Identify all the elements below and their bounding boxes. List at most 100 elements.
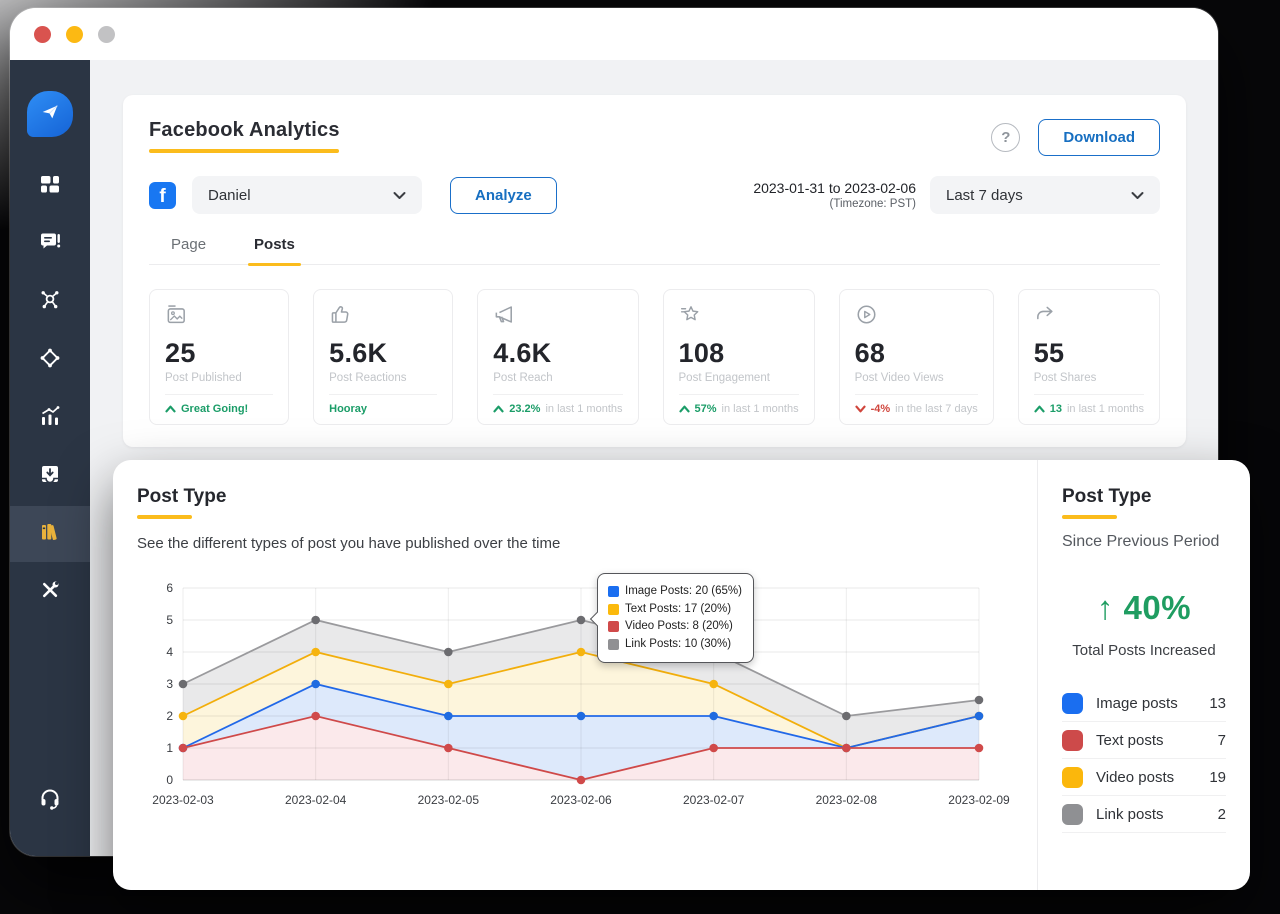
point-Image-posts[interactable] bbox=[975, 712, 984, 721]
inbox-download-icon bbox=[38, 462, 62, 491]
point-Text-posts[interactable] bbox=[577, 776, 586, 785]
stat-label: Post Reach bbox=[493, 372, 622, 384]
timezone-text: (Timezone: PST) bbox=[753, 198, 916, 210]
sidebar-item-analytics-chart[interactable] bbox=[10, 390, 90, 446]
tab-page[interactable]: Page bbox=[171, 236, 206, 264]
point-Video-posts[interactable] bbox=[311, 648, 320, 657]
summary-accent-bar bbox=[1062, 515, 1117, 519]
point-Text-posts[interactable] bbox=[179, 744, 188, 753]
svg-text:6: 6 bbox=[166, 581, 173, 595]
sidebar-item-comments-alert[interactable] bbox=[10, 216, 90, 272]
svg-text:2023-02-07: 2023-02-07 bbox=[683, 793, 745, 807]
stat-value: 55 bbox=[1034, 338, 1144, 369]
download-button[interactable]: Download bbox=[1038, 119, 1160, 156]
legend-row-link-posts: Link posts2 bbox=[1062, 796, 1226, 833]
point-Link-posts[interactable] bbox=[444, 648, 453, 657]
stat-card-post-reactions: 5.6K Post Reactions Hooray bbox=[313, 289, 453, 425]
legend-label: Image posts bbox=[1096, 695, 1209, 712]
chevron-down-icon bbox=[1131, 187, 1144, 204]
megaphone-icon bbox=[493, 313, 516, 330]
series-color-swatch bbox=[608, 586, 619, 597]
stat-value: 5.6K bbox=[329, 338, 437, 369]
tab-posts[interactable]: Posts bbox=[254, 236, 295, 264]
diamond-nodes-icon bbox=[38, 346, 62, 375]
point-Image-posts[interactable] bbox=[444, 712, 453, 721]
svg-text:1: 1 bbox=[166, 741, 173, 755]
svg-text:0: 0 bbox=[166, 773, 173, 787]
minimize-window-button[interactable] bbox=[66, 26, 83, 43]
sidebar-item-library-books[interactable] bbox=[10, 506, 90, 562]
app-logo bbox=[27, 91, 73, 137]
period-select[interactable]: Last 7 days bbox=[930, 176, 1160, 214]
point-Text-posts[interactable] bbox=[709, 744, 718, 753]
point-Image-posts[interactable] bbox=[311, 680, 320, 689]
stat-cards: 25Post PublishedGreat Going! 5.6K Post Rea… bbox=[149, 289, 1160, 425]
sidebar-item-dashboard[interactable] bbox=[10, 158, 90, 214]
sidebar-item-paper-plane-logo[interactable] bbox=[10, 86, 90, 142]
legend-value: 7 bbox=[1218, 732, 1226, 749]
chevron-down-icon bbox=[393, 187, 406, 204]
help-button[interactable]: ? bbox=[991, 123, 1020, 152]
series-color-swatch bbox=[608, 621, 619, 632]
point-Text-posts[interactable] bbox=[311, 712, 320, 721]
post-type-accent-bar bbox=[137, 515, 192, 519]
point-Text-posts[interactable] bbox=[842, 744, 851, 753]
stat-card-post-published: 25Post PublishedGreat Going! bbox=[149, 289, 289, 425]
analytics-chart-icon bbox=[38, 404, 62, 433]
svg-text:2: 2 bbox=[166, 709, 173, 723]
stat-value: 68 bbox=[855, 338, 978, 369]
post-type-chart[interactable]: 01234562023-02-032023-02-042023-02-05202… bbox=[137, 568, 1017, 834]
point-Video-posts[interactable] bbox=[577, 648, 586, 657]
facebook-analytics-panel: Facebook Analytics ? Download f Daniel bbox=[123, 95, 1186, 447]
point-Link-posts[interactable] bbox=[975, 696, 984, 705]
account-select[interactable]: Daniel bbox=[192, 176, 422, 214]
trend-down-icon bbox=[855, 405, 866, 413]
point-Image-posts[interactable] bbox=[709, 712, 718, 721]
maximize-window-button[interactable] bbox=[98, 26, 115, 43]
arrow-up-icon: ↑ bbox=[1097, 589, 1114, 626]
stat-label: Post Video Views bbox=[855, 372, 978, 384]
point-Text-posts[interactable] bbox=[975, 744, 984, 753]
period-select-value: Last 7 days bbox=[946, 187, 1023, 204]
trend-up-icon bbox=[165, 405, 176, 413]
point-Link-posts[interactable] bbox=[842, 712, 851, 721]
sidebar-item-inbox-download[interactable] bbox=[10, 448, 90, 504]
tools-icon bbox=[38, 578, 62, 607]
sidebar-item-headset[interactable] bbox=[10, 772, 90, 828]
total-change-label: Total Posts Increased bbox=[1062, 642, 1226, 659]
legend-value: 19 bbox=[1209, 769, 1226, 786]
legend-label: Link posts bbox=[1096, 806, 1218, 823]
point-Link-posts[interactable] bbox=[179, 680, 188, 689]
legend-value: 2 bbox=[1218, 806, 1226, 823]
point-Link-posts[interactable] bbox=[577, 616, 586, 625]
paper-plane-logo-icon bbox=[39, 101, 61, 128]
point-Text-posts[interactable] bbox=[444, 744, 453, 753]
point-Link-posts[interactable] bbox=[311, 616, 320, 625]
trend-up-icon bbox=[679, 405, 690, 413]
headset-icon bbox=[38, 786, 62, 815]
sidebar bbox=[10, 60, 90, 856]
dashboard-icon bbox=[38, 172, 62, 201]
point-Video-posts[interactable] bbox=[179, 712, 188, 721]
point-Video-posts[interactable] bbox=[709, 680, 718, 689]
point-Video-posts[interactable] bbox=[444, 680, 453, 689]
share-network-icon bbox=[38, 288, 62, 317]
thumbs-up-icon bbox=[329, 313, 352, 330]
sidebar-item-diamond-nodes[interactable] bbox=[10, 332, 90, 388]
svg-text:2023-02-08: 2023-02-08 bbox=[816, 793, 878, 807]
area-chart[interactable]: 01234562023-02-032023-02-042023-02-05202… bbox=[137, 568, 1017, 834]
close-window-button[interactable] bbox=[34, 26, 51, 43]
tooltip-row: Video Posts: 8 (20%) bbox=[608, 618, 743, 636]
facebook-icon: f bbox=[149, 182, 176, 209]
stat-footer: 23.2%in last 1 months bbox=[493, 394, 622, 415]
library-books-icon bbox=[38, 520, 62, 549]
stat-footer: Hooray bbox=[329, 394, 437, 415]
stat-label: Post Reactions bbox=[329, 372, 437, 384]
sidebar-item-tools[interactable] bbox=[10, 564, 90, 620]
question-mark-icon: ? bbox=[1001, 129, 1010, 146]
svg-text:2023-02-04: 2023-02-04 bbox=[285, 793, 347, 807]
point-Image-posts[interactable] bbox=[577, 712, 586, 721]
svg-text:2023-02-06: 2023-02-06 bbox=[550, 793, 612, 807]
analyze-button[interactable]: Analyze bbox=[450, 177, 557, 214]
sidebar-item-share-network[interactable] bbox=[10, 274, 90, 330]
